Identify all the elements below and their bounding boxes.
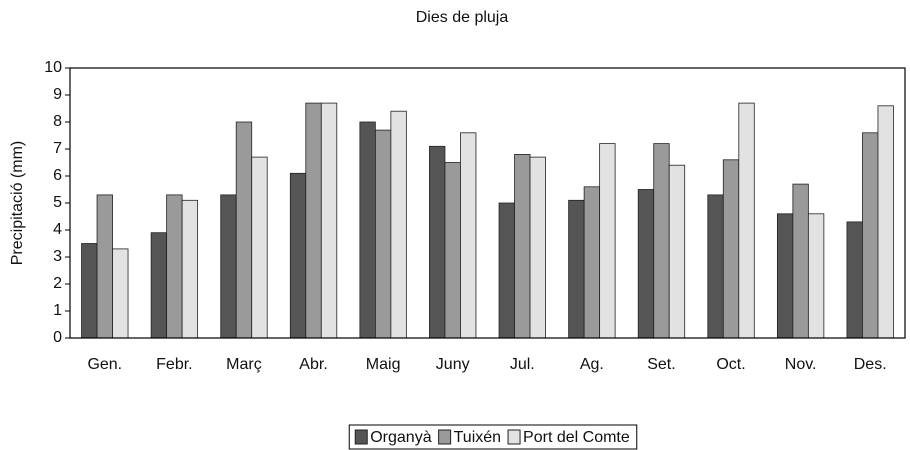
bar xyxy=(637,189,655,339)
bar xyxy=(707,194,724,339)
bar xyxy=(359,121,376,339)
bar xyxy=(81,243,98,339)
bar xyxy=(166,194,183,339)
y-tick-label: 6 xyxy=(53,167,62,184)
x-tick-label: Maig xyxy=(366,356,401,373)
bar xyxy=(807,213,825,339)
bar xyxy=(722,159,740,339)
bar xyxy=(96,194,113,339)
bar xyxy=(862,132,879,339)
x-tick-label: Juny xyxy=(436,356,470,373)
bar xyxy=(390,110,407,339)
x-tick-label: Des. xyxy=(854,356,887,373)
x-tick-label: Març xyxy=(226,356,262,373)
bar xyxy=(514,153,531,339)
y-tick-label: 8 xyxy=(53,113,62,130)
x-tick-label: Febr. xyxy=(156,356,192,373)
x-tick-label: Set. xyxy=(647,356,675,373)
y-tick-label: 3 xyxy=(53,248,62,265)
y-tick-label: 2 xyxy=(53,275,62,292)
bar xyxy=(289,172,307,339)
bar xyxy=(112,248,129,339)
bar xyxy=(568,199,585,339)
bar xyxy=(498,202,515,339)
bar xyxy=(429,145,446,339)
bar xyxy=(320,102,338,339)
bar xyxy=(877,105,894,339)
bar xyxy=(150,232,168,339)
legend-label: Tuixén xyxy=(454,429,501,446)
x-tick-label: Abr. xyxy=(299,356,327,373)
legend-swatch xyxy=(438,429,452,445)
y-tick-label: 0 xyxy=(53,329,62,346)
bar xyxy=(374,129,392,339)
bar xyxy=(305,102,322,339)
plot-frame xyxy=(69,67,906,339)
bar xyxy=(846,221,863,339)
bar xyxy=(583,186,601,339)
y-tick-label: 1 xyxy=(53,302,62,319)
bar xyxy=(460,132,477,339)
bar xyxy=(599,143,616,339)
bar xyxy=(738,102,755,339)
x-tick-label: Nov. xyxy=(785,356,817,373)
bar xyxy=(235,121,253,339)
legend-swatch xyxy=(507,429,521,445)
bar xyxy=(181,199,199,339)
legend-label: Organyà xyxy=(370,429,431,446)
x-tick-label: Gen. xyxy=(87,356,122,373)
legend-box xyxy=(348,424,638,450)
bar xyxy=(776,213,794,339)
bar xyxy=(220,194,237,339)
bar xyxy=(251,156,268,339)
y-tick-label: 4 xyxy=(53,221,62,238)
x-tick-label: Oct. xyxy=(716,356,745,373)
y-axis-label: Precipitació (mm) xyxy=(9,141,26,265)
y-tick-label: 10 xyxy=(44,59,62,76)
chart-title: Dies de pluja xyxy=(416,9,509,26)
y-tick-label: 5 xyxy=(53,194,62,211)
y-tick-label: 9 xyxy=(53,86,62,103)
bar xyxy=(668,164,686,339)
x-tick-label: Ag. xyxy=(580,356,604,373)
legend-label: Port del Comte xyxy=(523,429,630,446)
legend-swatch xyxy=(354,429,368,445)
x-tick-label: Jul. xyxy=(510,356,535,373)
bar xyxy=(529,156,546,339)
y-tick-label: 7 xyxy=(53,140,62,157)
bar xyxy=(792,183,809,339)
bar xyxy=(444,162,461,339)
bar xyxy=(653,143,670,339)
